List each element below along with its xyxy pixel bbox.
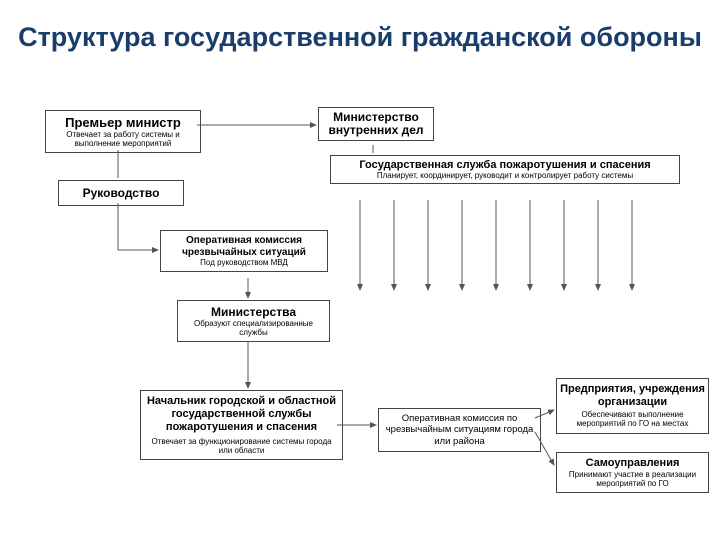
node-ruk: Руководство [58,180,184,206]
pred-title: Предприятия, учреждения организации [560,383,705,408]
pred-sub: Обеспечивают выполнение мероприятий по Г… [560,410,705,428]
pm-sub: Отвечает за работу системы и выполнение … [48,130,198,148]
mvd-title: Министерство внутренних дел [321,111,431,137]
node-pred: Предприятия, учреждения организации Обес… [556,378,709,434]
samo-sub: Принимают участие в реализации мероприят… [560,470,705,488]
ruk-title: Руководство [61,186,181,200]
node-opk: Оперативная комиссия чрезвычайных ситуац… [160,230,328,272]
pm-title: Премьер министр [48,115,198,130]
ngos-sub: Отвечает за функционирование системы гор… [144,437,339,455]
min-sub: Образуют специализированные службы [181,319,326,337]
ngos-title: Начальник городской и областной государс… [144,395,339,435]
node-gsps: Государственная служба пожаротушения и с… [330,155,680,184]
page-title: Структура государственной гражданской об… [0,22,720,53]
node-premier: Премьер министр Отвечает за работу систе… [45,110,201,153]
node-mvd: Министерство внутренних дел [318,107,434,141]
operk-title: Оперативная комиссия по чрезвычайным сит… [382,413,537,447]
opk-sub: Под руководством МВД [164,258,324,267]
gsps-title: Государственная служба пожаротушения и с… [335,159,675,171]
opk-title: Оперативная комиссия чрезвычайных ситуац… [164,235,324,258]
node-ngos: Начальник городской и областной государс… [140,390,343,460]
node-min: Министерства Образуют специализированные… [177,300,330,342]
node-samo: Самоуправления Принимают участие в реали… [556,452,709,493]
samo-title: Самоуправления [560,457,705,469]
node-operk: Оперативная комиссия по чрезвычайным сит… [378,408,541,452]
gsps-sub: Планирует, координирует, руководит и кон… [335,171,675,180]
min-title: Министерства [181,305,326,319]
